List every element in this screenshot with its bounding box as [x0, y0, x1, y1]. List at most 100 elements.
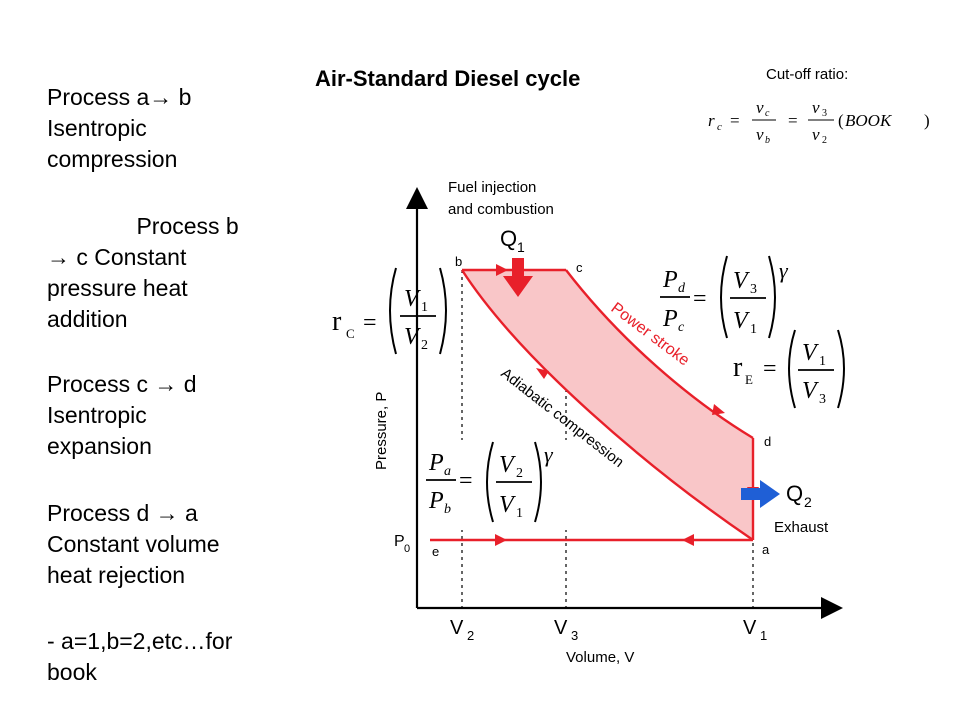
re-formula: r E = V 1 V 3 — [733, 329, 845, 409]
pa-paren-left — [486, 441, 494, 523]
rc-formula: r C = V 1 V 2 — [332, 267, 447, 355]
paren-close: ) — [924, 111, 930, 130]
den-v: v — [756, 125, 764, 144]
pa-equals: = — [459, 468, 473, 494]
re-den-v: V — [802, 378, 819, 404]
pb-label: P — [428, 488, 444, 514]
equals-2: = — [788, 111, 798, 130]
pa-sub: a — [444, 464, 451, 479]
tick-v3: V — [554, 617, 568, 639]
pd-equals: = — [693, 286, 707, 312]
pd-paren-left — [720, 255, 728, 339]
pa-paren-right — [534, 441, 542, 523]
re-paren-right — [837, 329, 845, 409]
rc-paren-right — [439, 267, 447, 355]
cutoff-ratio-label: Cut-off ratio: — [766, 66, 849, 83]
q2-label: Q — [786, 481, 803, 506]
process-bc-line-2: → c Constant — [47, 244, 187, 270]
re-label: r — [733, 352, 743, 383]
process-cd-line-2: Isentropic — [47, 402, 147, 428]
rc-symbol: r — [708, 111, 715, 130]
p0-label: P — [394, 533, 405, 550]
pa-pb-formula: P a P b = V 2 V 1 γ — [424, 440, 572, 530]
q2-sub: 2 — [804, 494, 812, 510]
state-point-labels: b c d a e — [432, 254, 771, 559]
tick-v3-sub: 3 — [571, 628, 578, 643]
pd-num-sub: 3 — [750, 282, 757, 297]
point-c: c — [576, 260, 583, 275]
num-v-sub: c — [765, 108, 770, 119]
book-note-line-2: book — [47, 659, 97, 685]
den-v-sub: b — [765, 135, 770, 146]
q1-arrow-shaft — [512, 258, 524, 280]
pd-sub: d — [678, 281, 686, 296]
process-bc-line-3: pressure heat — [47, 275, 188, 301]
arrow-ae — [682, 534, 694, 546]
point-a: a — [762, 542, 770, 557]
pd-den-v: V — [733, 308, 750, 334]
process-bc-line-1: Process b — [47, 213, 239, 239]
point-d: d — [764, 434, 771, 449]
pa-den-v: V — [499, 492, 516, 518]
pd-paren-right — [768, 255, 776, 339]
fuel-injection-label: Fuel injection — [448, 179, 536, 196]
cycle-shaded-area — [462, 270, 753, 540]
process-ab-line-2: Isentropic — [47, 115, 147, 141]
axes — [406, 187, 843, 619]
pa-num-v: V — [499, 452, 516, 478]
process-ab-text: Process a→ b Isentropic compression — [47, 82, 191, 175]
q1-sub: 1 — [517, 239, 525, 255]
q2-heat-arrow — [741, 480, 780, 508]
pc-sub: c — [678, 320, 685, 335]
tick-v2: V — [450, 617, 464, 639]
tick-v1-sub: 1 — [760, 628, 767, 643]
arrow-cd — [712, 404, 725, 415]
pa-label: P — [428, 450, 444, 476]
rc-den-sub: 2 — [421, 338, 428, 353]
process-bc-text: Process b → c Constant pressure heat add… — [47, 211, 239, 335]
den-v2: v — [812, 125, 820, 144]
x-tick-labels: V 2 V 3 V 1 — [450, 617, 767, 643]
q2-arrow-shaft — [741, 488, 763, 500]
cutoff-ratio-formula: r c = v c v b = v 3 v 2 ( BOOK ) — [708, 98, 930, 146]
arrow-ab — [536, 368, 549, 379]
tick-v1: V — [743, 617, 757, 639]
process-cd-text: Process c → d Isentropic expansion — [47, 369, 197, 462]
re-den-sub: 3 — [819, 392, 826, 407]
re-num-v: V — [802, 340, 819, 366]
pd-gamma: γ — [779, 258, 789, 283]
cycle-boundary — [430, 268, 755, 542]
process-ab-line-1: Process a→ b — [47, 84, 192, 110]
pd-label: P — [662, 267, 678, 293]
rc-num-sub: 1 — [421, 300, 428, 315]
re-num-sub: 1 — [819, 354, 826, 369]
process-ab-line-3: compression — [47, 146, 178, 172]
q1-arrow-head — [503, 276, 533, 297]
process-da-line-1: Process d → a — [47, 500, 198, 526]
num-v: v — [756, 98, 764, 117]
pb-sub: b — [444, 502, 451, 517]
re-paren-left — [788, 329, 796, 409]
re-equals: = — [763, 356, 777, 382]
rc-label-sub: C — [346, 326, 355, 341]
pc-label: P — [662, 306, 678, 332]
rc-num-v: V — [404, 286, 421, 312]
page-title: Air-Standard Diesel cycle — [315, 66, 581, 91]
rc-den-v: V — [404, 324, 421, 350]
process-da-line-2: Constant volume — [47, 531, 220, 557]
pa-den-sub: 1 — [516, 506, 523, 521]
rc-subscript: c — [717, 121, 722, 133]
book-note-text: - a=1,b=2,etc…for book — [47, 626, 232, 688]
process-da-text: Process d → a Constant volume heat rejec… — [47, 498, 220, 591]
rc-label: r — [332, 306, 342, 337]
q2-arrow-head — [760, 480, 780, 508]
arrow-ea — [495, 534, 507, 546]
pa-gamma: γ — [544, 442, 554, 467]
q1-label: Q — [500, 226, 517, 251]
exhaust-label: Exhaust — [774, 519, 829, 536]
pd-den-sub: 1 — [750, 322, 757, 337]
book-note: BOOK — [845, 111, 893, 130]
process-ab-curve — [460, 269, 754, 541]
den-v2-sub: 2 — [822, 135, 827, 146]
process-da-line-3: heat rejection — [47, 562, 186, 588]
